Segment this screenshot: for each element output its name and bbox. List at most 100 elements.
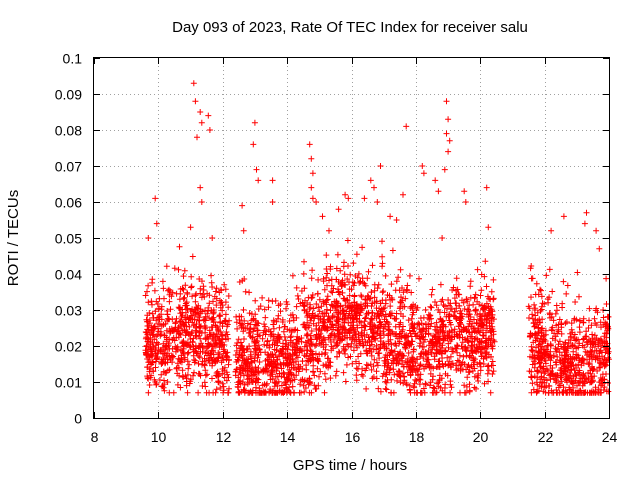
roti-point xyxy=(481,273,488,280)
roti-point xyxy=(276,324,283,331)
roti-point xyxy=(305,355,312,362)
roti-point xyxy=(161,295,167,302)
roti-point xyxy=(218,299,225,306)
roti-point xyxy=(248,366,255,373)
roti-point xyxy=(271,383,278,390)
roti-point xyxy=(307,347,314,354)
roti-point xyxy=(550,389,557,396)
roti-point xyxy=(241,317,248,324)
roti-point xyxy=(398,334,405,341)
roti-point xyxy=(354,344,361,351)
roti-point xyxy=(598,349,605,356)
roti-point xyxy=(189,253,196,260)
roti-point xyxy=(297,345,304,352)
roti-point xyxy=(560,341,567,348)
roti-point xyxy=(170,334,177,341)
roti-point xyxy=(295,336,302,343)
roti-point xyxy=(342,191,349,198)
roti-point xyxy=(544,296,551,303)
roti-point xyxy=(572,337,579,344)
roti-point xyxy=(218,359,225,366)
roti-point xyxy=(180,374,187,381)
roti-point xyxy=(205,308,212,314)
roti-point xyxy=(328,276,335,283)
roti-point xyxy=(439,342,446,349)
roti-point xyxy=(399,326,406,333)
roti-point xyxy=(192,348,199,354)
roti-point xyxy=(357,278,364,285)
roti-point xyxy=(167,357,174,363)
roti-point xyxy=(355,366,361,372)
roti-point xyxy=(333,368,340,375)
roti-point xyxy=(354,315,361,322)
roti-point xyxy=(204,310,211,317)
roti-point xyxy=(407,389,414,396)
roti-point xyxy=(597,389,604,396)
roti-point xyxy=(482,350,489,357)
roti-point xyxy=(286,389,293,396)
roti-point xyxy=(284,375,291,382)
roti-point xyxy=(422,306,429,313)
roti-point xyxy=(546,266,553,273)
roti-point xyxy=(312,386,319,392)
roti-point xyxy=(190,352,197,359)
roti-point xyxy=(447,378,454,385)
roti-point xyxy=(379,341,386,348)
roti-point xyxy=(326,277,332,284)
roti-point xyxy=(253,389,259,396)
roti-point xyxy=(216,344,223,351)
roti-point xyxy=(377,338,384,345)
roti-point xyxy=(408,289,415,296)
roti-point xyxy=(402,344,409,351)
roti-point xyxy=(234,325,241,332)
roti-point xyxy=(159,350,166,357)
roti-point xyxy=(358,292,364,299)
roti-point xyxy=(323,252,330,259)
roti-point xyxy=(420,385,427,392)
roti-point xyxy=(153,380,160,387)
roti-point xyxy=(570,354,576,361)
roti-point xyxy=(144,338,151,345)
roti-point xyxy=(535,324,542,331)
roti-point xyxy=(402,295,409,302)
roti-point xyxy=(437,281,444,288)
roti-point xyxy=(414,389,421,396)
roti-point xyxy=(406,327,413,334)
roti-point xyxy=(419,163,426,169)
roti-point xyxy=(253,384,259,391)
roti-point xyxy=(362,300,369,307)
roti-point xyxy=(217,313,224,320)
roti-point xyxy=(531,373,538,380)
roti-point xyxy=(344,341,351,348)
roti-point xyxy=(306,141,313,148)
roti-point xyxy=(485,224,492,231)
roti-point xyxy=(416,366,423,373)
roti-point xyxy=(148,372,155,379)
roti-point xyxy=(202,324,209,331)
roti-point xyxy=(175,324,182,331)
roti-point xyxy=(326,227,332,234)
roti-point xyxy=(422,321,429,327)
roti-point xyxy=(351,329,358,336)
roti-point xyxy=(215,327,222,334)
roti-point xyxy=(244,363,251,370)
roti-point xyxy=(592,307,599,314)
roti-point xyxy=(213,285,220,292)
roti-point xyxy=(440,321,447,328)
roti-point xyxy=(255,376,262,383)
roti-point xyxy=(223,377,230,384)
roti-point xyxy=(259,335,266,342)
roti-point xyxy=(286,318,293,324)
roti-point xyxy=(533,379,540,386)
roti-point xyxy=(208,324,215,330)
roti-point xyxy=(442,361,449,368)
roti-point xyxy=(389,247,396,254)
roti-point xyxy=(207,333,213,340)
roti-point xyxy=(587,348,594,354)
roti-point xyxy=(539,316,546,323)
roti-point xyxy=(335,348,342,355)
roti-point xyxy=(265,352,272,359)
roti-point xyxy=(273,364,280,371)
roti-point xyxy=(480,305,487,312)
roti-point xyxy=(320,300,327,307)
